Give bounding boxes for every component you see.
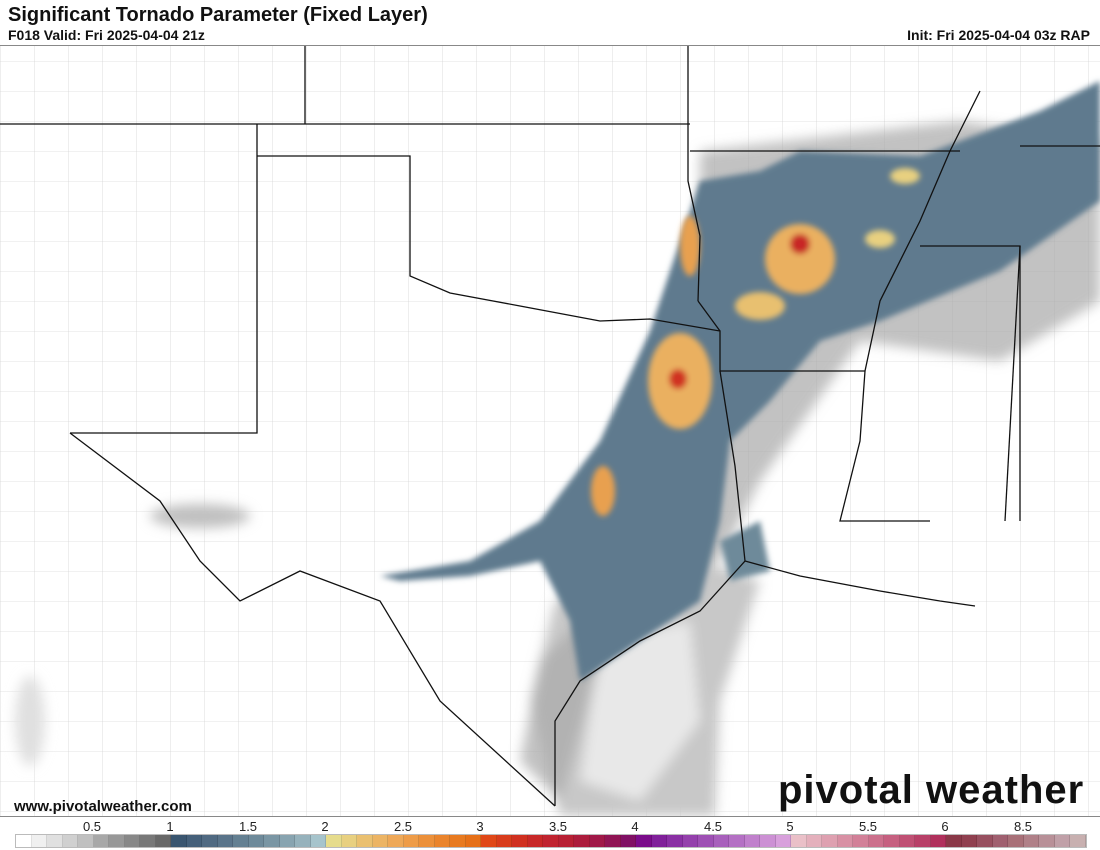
pivotal-weather-logo: pivotal weather [778,768,1085,812]
colorbar [15,834,1087,848]
colorbar-cell [78,835,94,847]
colorbar-cell [16,835,32,847]
colorbar-cell [651,835,667,847]
colorbar-cell [310,835,326,847]
colorbar-cell [636,835,652,847]
colorbar-cell [620,835,636,847]
colorbar-cell [946,835,962,847]
colorbar-cell [233,835,249,847]
colorbar-cell [760,835,776,847]
colorbar-cell [326,835,342,847]
colorbar-cell [372,835,388,847]
colorbar-cell [698,835,714,847]
colorbar-cell [884,835,900,847]
colorbar-cell [357,835,373,847]
colorbar-cell [899,835,915,847]
colorbar-cell [186,835,202,847]
colorbar-cell [481,835,497,847]
colorbar-cell [31,835,47,847]
colorbar-cell [62,835,78,847]
colorbar-cell [465,835,481,847]
colorbar-cell [155,835,171,847]
site-url[interactable]: www.pivotalweather.com [14,798,192,815]
colorbar-cell [667,835,683,847]
colorbar-cell [713,835,729,847]
colorbar-cell [496,835,512,847]
stp-high-cores [591,168,920,516]
colorbar-cell [341,835,357,847]
colorbar-cell [109,835,125,847]
colorbar-cell [1023,835,1039,847]
colorbar-cell [434,835,450,847]
init-time: Init: Fri 2025-04-04 03z RAP [907,27,1090,43]
map-title: Significant Tornado Parameter (Fixed Lay… [8,4,428,26]
colorbar-cell [837,835,853,847]
colorbar-cell [450,835,466,847]
colorbar-cell [930,835,946,847]
colorbar-cell [140,835,156,847]
colorbar-cell [806,835,822,847]
colorbar-tick-label: 1 [166,819,174,834]
colorbar-tick-label: 3.5 [548,819,568,834]
colorbar-tick-label: 3 [476,819,484,834]
colorbar-cell [853,835,869,847]
colorbar-cell [868,835,884,847]
colorbar-tick-label: 2 [321,819,329,834]
colorbar-tick-label: 5 [786,819,794,834]
colorbar-cell [202,835,218,847]
colorbar-cell [977,835,993,847]
colorbar-cell [605,835,621,847]
colorbar-cell [47,835,63,847]
colorbar-cell [217,835,233,847]
colorbar-tick-label: 1.5 [238,819,258,834]
colorbar-cell [543,835,559,847]
state-borders [0,46,1100,807]
colorbar-cell [992,835,1008,847]
colorbar-cell [403,835,419,847]
colorbar-cell [124,835,140,847]
colorbar-cell [574,835,590,847]
valid-time: F018 Valid: Fri 2025-04-04 21z [8,27,205,43]
colorbar-tick-label: 0.5 [82,819,102,834]
colorbar-cell [419,835,435,847]
colorbar-tick-label: 8.5 [1013,819,1033,834]
colorbar-cell [915,835,931,847]
colorbar-tick-label: 4 [631,819,639,834]
colorbar-cell [822,835,838,847]
colorbar-cell [589,835,605,847]
colorbar-tick-label: 4.5 [703,819,723,834]
colorbar-cell [388,835,404,847]
colorbar-cell [264,835,280,847]
colorbar-cell [961,835,977,847]
weather-map[interactable] [0,45,1100,817]
colorbar-cell [1054,835,1070,847]
colorbar-cell [558,835,574,847]
colorbar-cell [93,835,109,847]
colorbar-cell [512,835,528,847]
colorbar-cell [295,835,311,847]
map-canvas [0,46,1100,816]
colorbar-cell [1039,835,1055,847]
colorbar-cell [171,835,187,847]
colorbar-cell [1070,835,1086,847]
colorbar-tick-label: 6 [941,819,949,834]
colorbar-cell [729,835,745,847]
colorbar-tick-label: 5.5 [858,819,878,834]
colorbar-cell [791,835,807,847]
colorbar-cell [744,835,760,847]
colorbar-cell [248,835,264,847]
colorbar-tick-label: 2.5 [393,819,413,834]
colorbar-cell [1008,835,1024,847]
colorbar-cell [682,835,698,847]
colorbar-cell [775,835,791,847]
stp-blue-band [380,81,1100,681]
colorbar-cell [527,835,543,847]
colorbar-cell [279,835,295,847]
